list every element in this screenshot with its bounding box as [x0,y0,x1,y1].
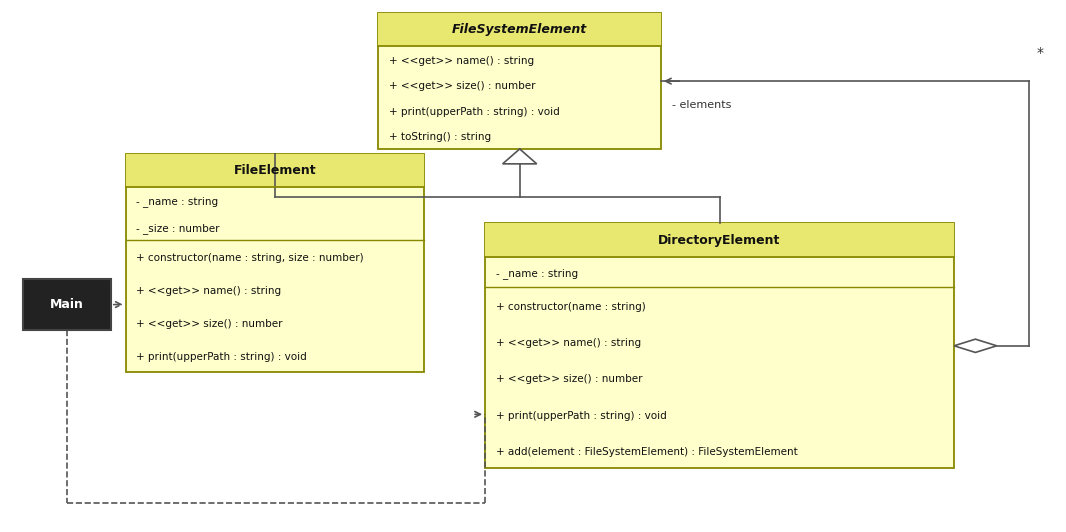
Bar [485,223,954,256]
Text: + <<get>> name() : string: + <<get>> name() : string [496,338,641,348]
Text: + <<get>> size() : number: + <<get>> size() : number [136,319,282,329]
Text: DirectoryElement: DirectoryElement [659,234,780,246]
Text: FileElement: FileElement [233,164,317,177]
Text: + add(element : FileSystemElement) : FileSystemElement: + add(element : FileSystemElement) : Fil… [496,447,797,457]
Text: + <<get>> size() : number: + <<get>> size() : number [496,374,642,384]
Text: + print(upperPath : string) : void: + print(upperPath : string) : void [389,107,560,117]
Text: + toString() : string: + toString() : string [389,132,491,143]
Text: Main: Main [50,298,84,311]
Text: + <<get>> size() : number: + <<get>> size() : number [389,81,535,91]
Text: + constructor(name : string, size : number): + constructor(name : string, size : numb… [136,253,365,263]
Bar [485,223,954,468]
Text: + print(upperPath : string) : void: + print(upperPath : string) : void [496,411,666,420]
Text: + constructor(name : string): + constructor(name : string) [496,302,645,312]
Text: - elements: - elements [672,99,731,110]
Text: - _size : number: - _size : number [136,222,220,234]
Text: *: * [1036,46,1044,60]
Text: + <<get>> name() : string: + <<get>> name() : string [136,286,281,296]
Bar [378,13,661,149]
Text: FileSystemElement: FileSystemElement [452,23,587,36]
Polygon shape [503,149,536,164]
Text: - _name : string: - _name : string [496,268,578,279]
Text: + <<get>> name() : string: + <<get>> name() : string [389,55,534,65]
Polygon shape [954,339,997,353]
Bar [23,279,111,330]
Text: + print(upperPath : string) : void: + print(upperPath : string) : void [136,353,307,362]
Bar [378,13,661,46]
Bar [126,154,424,372]
Text: - _name : string: - _name : string [136,196,219,207]
Bar [126,154,424,187]
